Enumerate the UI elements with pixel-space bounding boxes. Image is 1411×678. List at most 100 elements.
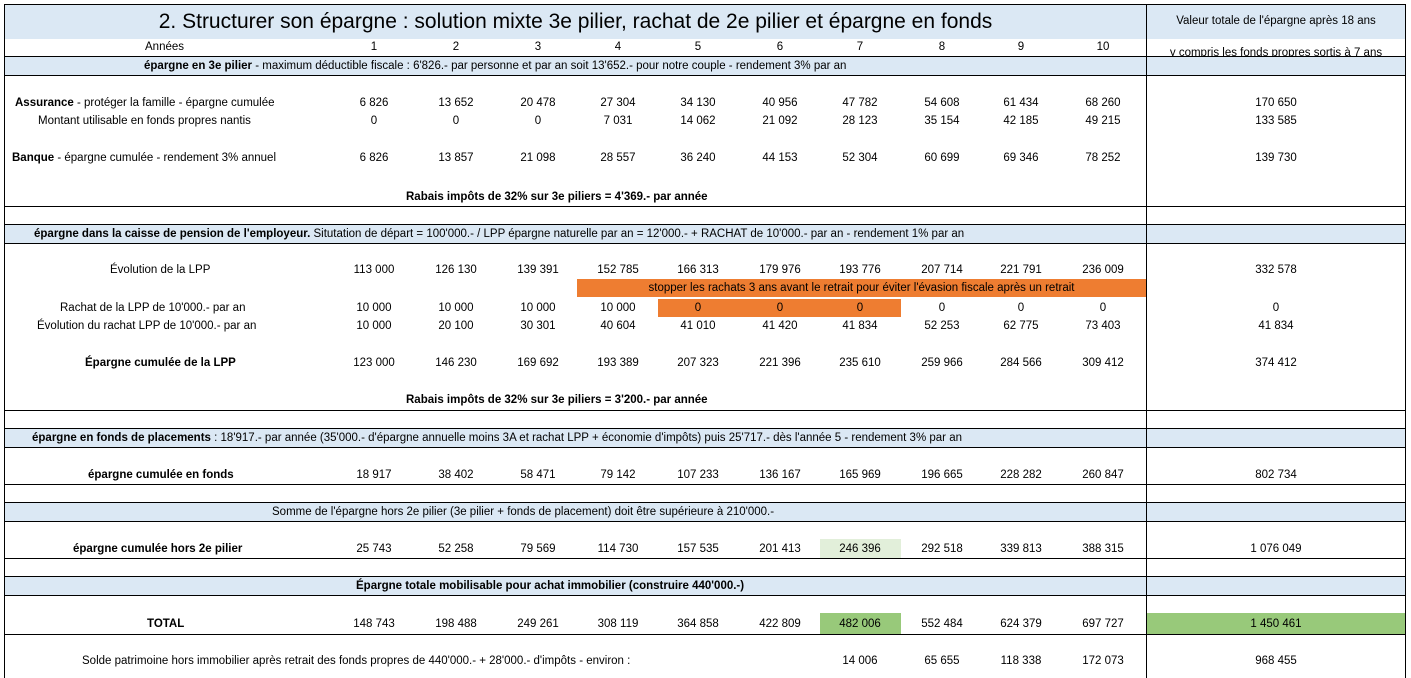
cell: 0 — [1099, 302, 1107, 314]
cell: 169 692 — [517, 357, 559, 369]
cell: 193 389 — [597, 357, 639, 369]
cell: 7 031 — [603, 115, 633, 127]
cell: 0 — [534, 115, 542, 127]
row-banque-label: Banque - épargne cumulée - rendement 3% … — [12, 152, 277, 164]
cell: 0 — [938, 302, 946, 314]
row-lpp-cumul-total: 374 412 — [1255, 357, 1297, 369]
years-label: Années — [145, 41, 185, 53]
highlight-482006 — [820, 613, 901, 634]
cell: 0 — [452, 115, 460, 127]
cell: 79 142 — [600, 469, 636, 481]
note-stop-rachats: stopper les rachats 3 ans avant le retra… — [648, 282, 1075, 294]
section1-header: épargne en 3e pilier - maximum déductibl… — [144, 60, 847, 72]
cell: 10 000 — [356, 320, 392, 332]
cell: 8 — [938, 41, 946, 53]
cell: 47 782 — [842, 97, 878, 109]
section2-band — [5, 225, 1146, 243]
cell: 42 185 — [1003, 115, 1039, 127]
cell: 28 557 — [600, 152, 636, 164]
cell: 44 153 — [762, 152, 798, 164]
cell: 292 518 — [921, 543, 963, 555]
note-highlight — [577, 279, 1146, 297]
row-hors-2e-total: 1 076 049 — [1250, 543, 1302, 555]
cell: 165 969 — [839, 469, 881, 481]
cell: 13 652 — [438, 97, 474, 109]
cell: 284 566 — [1000, 357, 1042, 369]
row-assurance-label: Assurance - protéger la famille - épargn… — [15, 97, 275, 109]
cell: 0 — [1017, 302, 1025, 314]
cell: 54 608 — [924, 97, 960, 109]
cell: 201 413 — [759, 543, 801, 555]
section1-band — [5, 57, 1146, 75]
cell: 624 379 — [1000, 618, 1042, 630]
cell: 20 100 — [438, 320, 474, 332]
section4-band — [5, 503, 1146, 521]
cell: 27 304 — [600, 97, 636, 109]
cell: 62 775 — [1003, 320, 1039, 332]
row-solde-total: 968 455 — [1255, 655, 1297, 667]
page-title: 2. Structurer son épargne : solution mix… — [158, 10, 993, 33]
rachat-zero-highlight — [658, 299, 901, 317]
row-solde-label: Solde patrimoine hors immobilier après r… — [82, 655, 631, 667]
cell: 40 956 — [762, 97, 798, 109]
cell: 196 665 — [921, 469, 963, 481]
cell: 34 130 — [680, 97, 716, 109]
total-header-band — [1147, 5, 1405, 39]
cell: 18 917 — [356, 469, 392, 481]
cell: 157 535 — [677, 543, 719, 555]
cell: 136 167 — [759, 469, 801, 481]
cell: 0 — [776, 302, 784, 314]
section1-rebate: Rabais impôts de 32% sur 3e piliers = 4'… — [406, 191, 708, 203]
cell: 73 403 — [1085, 320, 1121, 332]
cell: 139 391 — [517, 264, 559, 276]
cell: 107 233 — [677, 469, 719, 481]
section5-header: Épargne totale mobilisable pour achat im… — [356, 580, 745, 592]
cell: 41 010 — [680, 320, 716, 332]
cell: 35 154 — [924, 115, 960, 127]
cell: 2 — [452, 41, 460, 53]
cell: 249 261 — [517, 618, 559, 630]
section3-band — [5, 429, 1146, 447]
cell: 198 488 — [435, 618, 477, 630]
cell: 552 484 — [921, 618, 963, 630]
cell: 61 434 — [1003, 97, 1039, 109]
row-total-label: TOTAL — [147, 618, 185, 630]
row-rachat-label: Rachat de la LPP de 10'000.- par an — [60, 302, 246, 314]
cell: 78 252 — [1085, 152, 1121, 164]
cell: 697 727 — [1082, 618, 1124, 630]
row-lpp-evolution-total: 332 578 — [1255, 264, 1297, 276]
cell: 5 — [694, 41, 702, 53]
cell: 6 826 — [359, 152, 389, 164]
cell: 20 478 — [520, 97, 556, 109]
cell: 25 743 — [356, 543, 392, 555]
cell: 3 — [534, 41, 542, 53]
cell: 38 402 — [438, 469, 474, 481]
total-header-line1: Valeur totale de l'épargne après 18 ans — [1176, 15, 1376, 27]
section2-header: épargne dans la caisse de pension de l'e… — [34, 228, 965, 240]
row-fonds-cumul-label: épargne cumulée en fonds — [88, 469, 234, 481]
cell: 58 471 — [520, 469, 556, 481]
row-lpp-cumul-label: Épargne cumulée de la LPP — [85, 357, 236, 369]
cell: 126 130 — [435, 264, 477, 276]
row-assurance-total: 170 650 — [1255, 97, 1297, 109]
row-banque-total: 139 730 — [1255, 152, 1297, 164]
cell: 339 813 — [1000, 543, 1042, 555]
cell: 246 396 — [839, 543, 881, 555]
cell: 9 — [1017, 41, 1025, 53]
cell: 69 346 — [1003, 152, 1039, 164]
row-rachat-total: 0 — [1272, 302, 1280, 314]
cell: 21 092 — [762, 115, 798, 127]
cell: 21 098 — [520, 152, 556, 164]
cell: 10 000 — [600, 302, 636, 314]
cell: 148 743 — [353, 618, 395, 630]
cell: 52 253 — [924, 320, 960, 332]
cell: 60 699 — [924, 152, 960, 164]
cell: 113 000 — [353, 264, 395, 276]
row-hors-2e-label: épargne cumulée hors 2e pilier — [73, 543, 243, 555]
highlight-246396 — [820, 539, 901, 559]
cell: 236 009 — [1082, 264, 1124, 276]
section5-band — [5, 577, 1146, 595]
cell: 14 062 — [680, 115, 716, 127]
cell: 0 — [694, 302, 702, 314]
